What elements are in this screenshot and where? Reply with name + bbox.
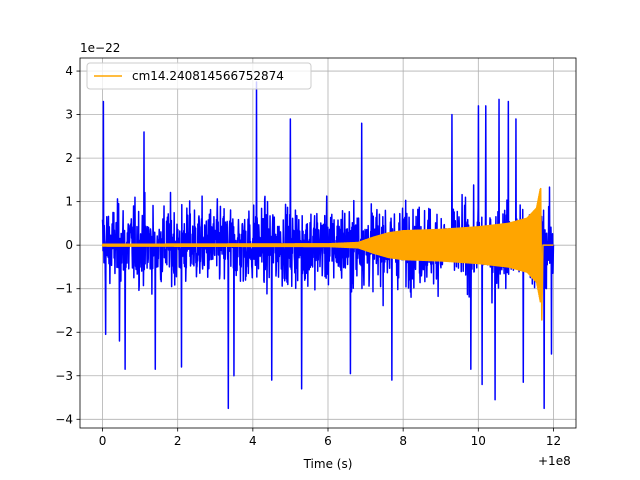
x-tick-label: 0 — [99, 434, 107, 448]
x-tick-label: 2 — [174, 434, 182, 448]
x-tick-label: 12 — [546, 434, 561, 448]
y-tick-label: 2 — [65, 151, 73, 165]
y-tick-label: −1 — [55, 282, 73, 296]
x-tick-label: 10 — [471, 434, 486, 448]
plot-area — [101, 81, 555, 410]
y-tick-label: −3 — [55, 369, 73, 383]
y-tick-label: −2 — [55, 325, 73, 339]
x-axis-label: Time (s) — [303, 457, 353, 471]
legend: cm14.240814566752874 — [86, 62, 312, 90]
y-tick-label: 1 — [65, 195, 73, 209]
template-series-line — [101, 187, 554, 321]
x-tick-label: 8 — [399, 434, 407, 448]
grid — [80, 58, 576, 428]
legend-label: cm14.240814566752874 — [132, 69, 284, 83]
noise-series-line — [101, 81, 555, 410]
x-offset-label: +1e8 — [538, 454, 571, 468]
x-tick-label: 4 — [249, 434, 257, 448]
y-tick-label: −4 — [55, 412, 73, 426]
y-tick-label: 4 — [65, 64, 73, 78]
x-tick-label: 6 — [324, 434, 332, 448]
y-tick-label: 3 — [65, 108, 73, 122]
y-tick-label: 0 — [65, 238, 73, 252]
legend-box — [86, 62, 312, 90]
y-scale-label: 1e−22 — [80, 41, 120, 55]
